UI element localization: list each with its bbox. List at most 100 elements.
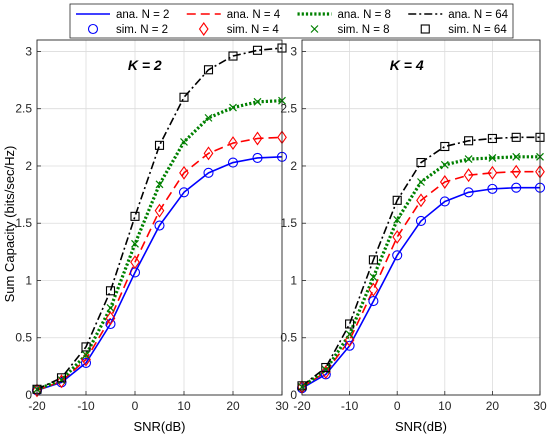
x-tick-label: -20	[28, 399, 46, 413]
series-sim2-marker-8	[487, 183, 498, 194]
series-sim8-marker-3	[369, 273, 378, 281]
y-tick-label: 1.5	[280, 216, 297, 230]
legend-label-ana4: ana. N = 4	[227, 9, 281, 21]
series-sim2-marker-5	[154, 220, 165, 231]
series-sim4-marker-5	[416, 193, 426, 208]
legend-item-ana2: ana. N = 2	[76, 9, 169, 21]
series-ana4-line	[36, 136, 283, 392]
series-ana2-line	[36, 156, 283, 392]
y-tick-label: 1	[25, 273, 32, 287]
panel-2: -20 -10 0 10 20 30 0 0.5 1 1.5 2 2.5 3 K = 4 SNR(dB)	[280, 39, 547, 434]
legend-label-sim4: sim. N = 4	[227, 24, 280, 36]
series-sim2-marker-5	[415, 215, 427, 226]
y-tick-label: 0	[290, 388, 297, 402]
series-sim4-marker-6	[439, 175, 450, 189]
legend-item-ana8: ana. N = 8	[297, 9, 391, 21]
series-sim8-marker-9	[253, 97, 262, 106]
panel-2-x-axis-label: SNR(dB)	[395, 419, 447, 434]
x-tick-label: 30	[533, 399, 547, 413]
legend-label-sim8: sim. N = 8	[338, 24, 390, 36]
series-sim4-marker-8	[228, 136, 238, 151]
legend-item-ana64: ana. N = 64	[408, 9, 509, 21]
series-sim8-marker-4	[393, 215, 402, 224]
series-sim4-marker-1	[320, 365, 331, 380]
series-sim8-marker-1	[57, 376, 66, 385]
series-sim4-marker-1	[56, 374, 67, 389]
y-tick-label: 3	[25, 44, 32, 58]
series-sim2-marker-2	[344, 340, 355, 351]
panel-2-title: K = 4	[390, 57, 424, 73]
series-sim8-marker-6	[180, 137, 188, 146]
y-tick-label: 2.5	[280, 102, 297, 116]
series-sim8-marker-7	[204, 113, 213, 122]
panel-1-axes-box	[36, 39, 283, 396]
x-tick-label: 10	[177, 399, 191, 413]
series-sim64-marker-5	[416, 157, 426, 168]
series-sim8-marker-1	[321, 365, 330, 374]
legend-swatch-sim8-marker-0	[310, 25, 319, 33]
series-sim2-marker-8	[227, 157, 239, 168]
series-ana8-line	[36, 99, 283, 391]
series-sim2-marker-6	[439, 196, 450, 207]
series-sim4-marker-4	[392, 230, 403, 244]
panel-2-series	[296, 132, 546, 394]
panel-1: -20 -10 0 10 20 30 0 0.5 1 1.5 2 2.5 3 K = 2 SNR(dB)	[15, 39, 289, 434]
x-tick-label: 0	[132, 399, 139, 413]
series-sim2-marker-3	[105, 318, 116, 330]
series-ana64-line	[36, 47, 283, 390]
series-sim64-marker-6	[440, 141, 450, 152]
legend-label-ana8: ana. N = 8	[338, 9, 391, 21]
series-sim64-marker-2	[81, 342, 91, 352]
series-sim8-marker-5	[417, 178, 425, 186]
series-sim8-marker-2	[345, 330, 354, 339]
y-tick-label: 2.5	[15, 102, 32, 116]
series-sim4-marker-9	[252, 131, 263, 146]
series-sim64-marker-7	[203, 65, 214, 75]
legend-label-ana64: ana. N = 64	[448, 9, 508, 21]
series-sim8-marker-9	[512, 152, 521, 161]
series-sim4-marker-0	[32, 383, 42, 398]
series-sim64-marker-9	[252, 45, 263, 55]
series-sim64-marker-2	[345, 319, 355, 329]
series-sim8-marker-6	[440, 160, 449, 169]
series-sim4-marker-2	[344, 333, 355, 347]
series-ana2-line	[301, 186, 540, 389]
legend-item-sim4: sim. N = 4	[198, 22, 280, 36]
legend-label-ana2: ana. N = 2	[116, 9, 169, 21]
series-sim4-marker-5	[154, 203, 165, 218]
legend-label-sim64: sim. N = 64	[448, 24, 507, 36]
panel-1-series	[31, 43, 288, 398]
legend-item-ana4: ana. N = 4	[186, 9, 281, 21]
x-tick-label: 10	[438, 399, 452, 413]
y-tick-label: 1	[290, 273, 297, 287]
series-sim4-marker-3	[368, 282, 379, 297]
y-tick-label: 3	[290, 44, 297, 58]
series-sim64-marker-8	[487, 133, 497, 144]
series-sim8-marker-5	[155, 180, 164, 189]
series-sim2-marker-6	[178, 187, 190, 198]
legend: ana. N = 2 ana. N = 4 ana. N = 8 ana. N = 6…	[69, 3, 514, 39]
series-sim2-marker-2	[80, 357, 92, 368]
x-tick-label: 30	[275, 399, 289, 413]
series-sim64-markers	[297, 132, 545, 391]
y-tick-label: 1.5	[15, 216, 32, 230]
x-tick-label: 20	[226, 399, 240, 413]
x-tick-label: -20	[293, 399, 311, 413]
legend-item-sim2: sim. N = 2	[87, 23, 168, 36]
y-tick-label: 2	[25, 159, 32, 173]
series-sim4-marker-3	[105, 311, 116, 326]
series-sim2-marker-7	[463, 187, 474, 198]
y-tick-label: 0.5	[15, 331, 32, 345]
series-sim4-marker-7	[203, 146, 214, 161]
series-sim64-marker-8	[228, 51, 238, 61]
series-sim64-marker-6	[179, 92, 189, 102]
series-ana4-line	[301, 170, 540, 388]
series-sim4-marker-7	[463, 168, 474, 183]
series-sim64-marker-9	[511, 132, 521, 142]
panel-1-title: K = 2	[128, 57, 162, 73]
legend-swatch-sim2-marker-0	[87, 23, 99, 35]
series-sim64-marker-1	[321, 362, 331, 373]
series-sim64-marker-3	[105, 286, 116, 296]
